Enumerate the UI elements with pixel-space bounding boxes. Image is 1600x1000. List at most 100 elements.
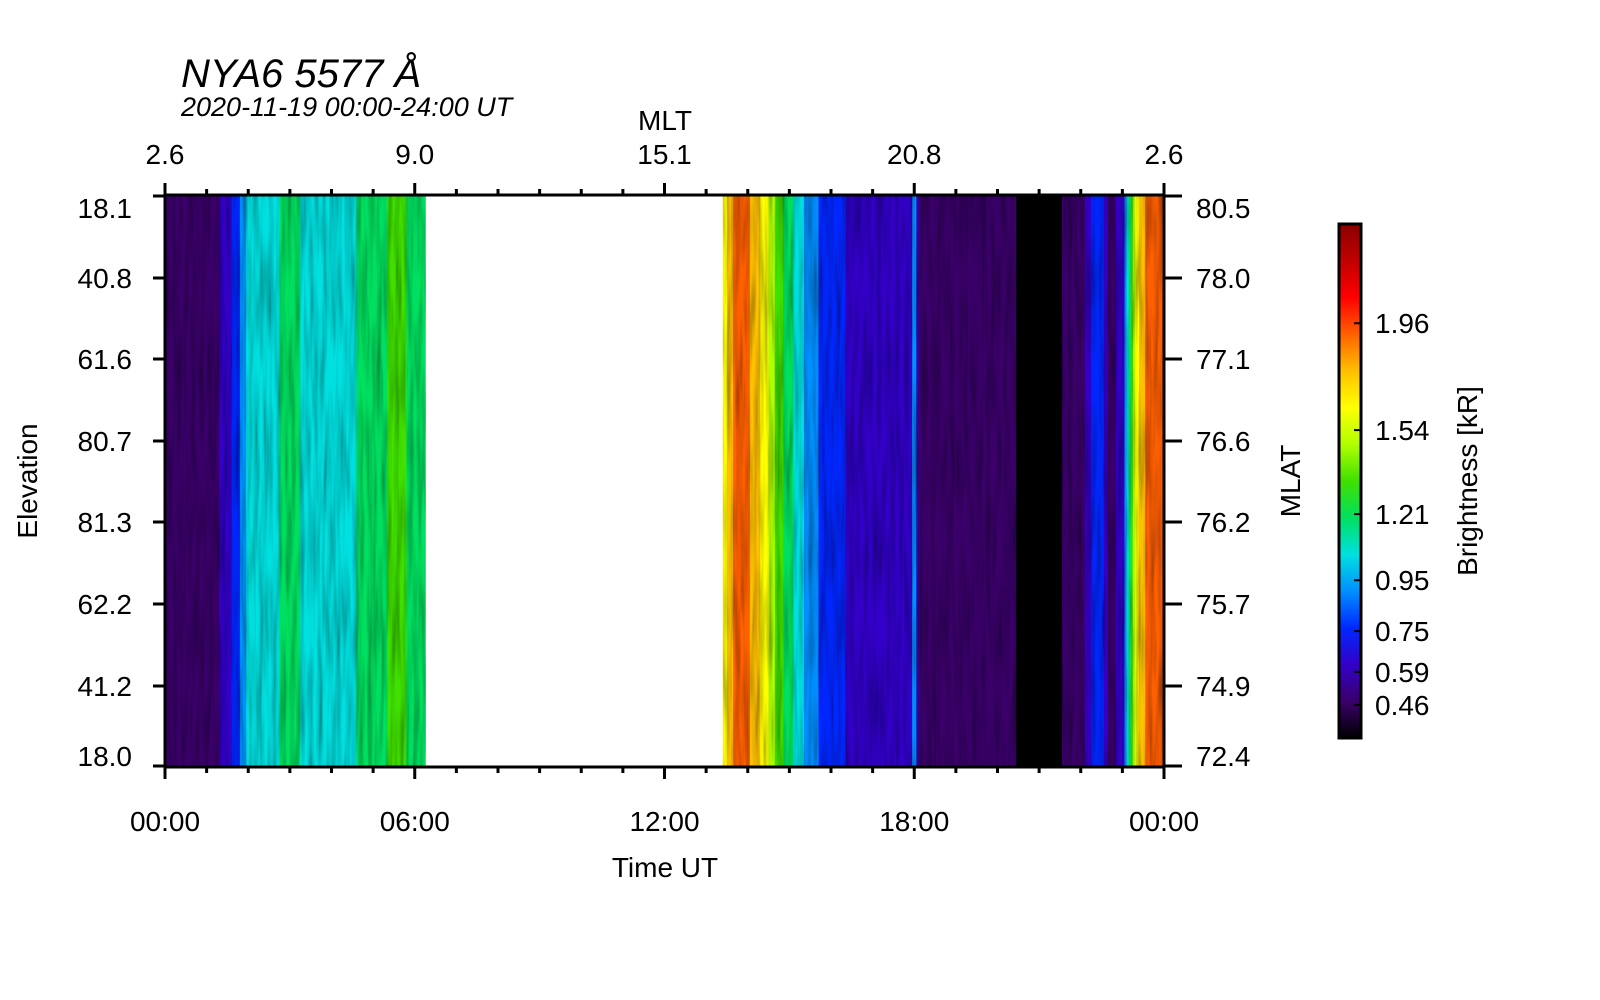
heatmap-strip — [408, 195, 412, 767]
heatmap-strip — [862, 195, 865, 767]
heatmap-strip — [1114, 195, 1117, 767]
heatmap-strip — [1155, 195, 1159, 767]
heatmap-strip — [396, 195, 399, 767]
heatmap-strip — [853, 195, 857, 767]
heatmap-strip — [995, 195, 999, 767]
heatmap-strip — [776, 195, 780, 767]
heatmap-strip — [883, 195, 886, 767]
heatmap-strip — [262, 195, 266, 767]
heatmap-strip — [1103, 195, 1107, 767]
heatmap-strip — [331, 195, 335, 767]
heatmap-strip — [198, 195, 201, 767]
heatmap-strip — [874, 195, 878, 767]
heatmap-strip — [1028, 195, 1032, 767]
heatmap-strip — [187, 195, 191, 767]
colorbar-tick-label: 0.75 — [1375, 616, 1430, 647]
heatmap-strip — [845, 195, 849, 767]
heatmap-strip — [1089, 195, 1092, 767]
top-axis-label: MLT — [638, 105, 692, 136]
heatmap-strip — [1043, 195, 1046, 767]
heatmap-strip — [743, 195, 747, 767]
heatmap-strip — [1139, 195, 1142, 767]
heatmap-strip — [1005, 195, 1009, 767]
heatmap-strip — [260, 195, 264, 767]
heatmap-strip — [237, 195, 241, 767]
heatmap-strip — [932, 195, 936, 767]
heatmap-strip — [175, 195, 179, 767]
heatmap-strip — [335, 195, 339, 767]
heatmap-strip — [789, 195, 793, 767]
heatmap-strip — [358, 195, 362, 767]
heatmap-strip — [296, 195, 299, 767]
heatmap-strip — [1068, 195, 1071, 767]
heatmap-strip — [1105, 195, 1109, 767]
heatmap-strip — [200, 195, 204, 767]
heatmap-strip — [308, 195, 312, 767]
heatmap-strip — [914, 195, 917, 767]
heatmap-strip — [325, 195, 328, 767]
chart-subtitle: 2020-11-19 00:00-24:00 UT — [180, 92, 515, 122]
heatmap-strip — [739, 195, 743, 767]
heatmap-strip — [1057, 195, 1061, 767]
heatmap-strip — [412, 195, 416, 767]
heatmap-strip — [810, 195, 813, 767]
heatmap-strip — [855, 195, 859, 767]
y-tick-label-left: 81.3 — [78, 507, 133, 538]
heatmap-strip — [724, 195, 728, 767]
heatmap-strip — [760, 195, 763, 767]
heatmap-strip — [824, 195, 828, 767]
heatmap-strip — [1037, 195, 1040, 767]
y-tick-label-left: 40.8 — [78, 263, 133, 294]
heatmap-strip — [1074, 195, 1078, 767]
heatmap-strip — [250, 195, 254, 767]
heatmap-strip — [974, 195, 978, 767]
heatmap-strip — [1022, 195, 1026, 767]
heatmap-strip — [229, 195, 233, 767]
heatmap-strip — [1101, 195, 1105, 767]
y-tick-label-right: 75.7 — [1196, 589, 1251, 620]
heatmap-strip — [235, 195, 239, 767]
heatmap-strip — [264, 195, 268, 767]
heatmap-strip — [764, 195, 768, 767]
heatmap-strip — [217, 195, 220, 767]
heatmap-strip — [778, 195, 782, 767]
heatmap-strip — [256, 195, 260, 767]
top-tick-label: 15.1 — [637, 139, 692, 170]
heatmap-strip — [726, 195, 730, 767]
heatmap-strip — [968, 195, 972, 767]
heatmap-strip — [350, 195, 353, 767]
heatmap-strip — [1003, 195, 1007, 767]
heatmap-strip — [192, 195, 195, 767]
x-tick-label: 00:00 — [1129, 806, 1199, 837]
heatmap-strip — [375, 195, 378, 767]
heatmap-strip — [945, 195, 949, 767]
heatmap-strip — [1128, 195, 1132, 767]
heatmap-strip — [733, 195, 736, 767]
heatmap-strip — [239, 195, 243, 767]
heatmap-strip — [225, 195, 229, 767]
heatmap-strip — [177, 195, 181, 767]
heatmap-strip — [171, 195, 174, 767]
heatmap-strip — [889, 195, 892, 767]
heatmap-strip — [960, 195, 963, 767]
heatmap-strip — [787, 195, 790, 767]
heatmap-strip — [204, 195, 208, 767]
heatmap-strip — [316, 195, 320, 767]
heatmap-strip — [791, 195, 795, 767]
heatmap-strip — [373, 195, 376, 767]
heatmap-strip — [930, 195, 934, 767]
top-tick-label: 2.6 — [1145, 139, 1184, 170]
heatmap-strip — [762, 195, 765, 767]
heatmap-strip — [820, 195, 824, 767]
heatmap-strip — [354, 195, 358, 767]
heatmap-strip — [880, 195, 884, 767]
heatmap-strip — [289, 195, 293, 767]
heatmap-strip — [747, 195, 751, 767]
heatmap-strip — [383, 195, 387, 767]
heatmap-strip — [783, 195, 786, 767]
heatmap-strip — [833, 195, 836, 767]
heatmap-strip — [275, 195, 278, 767]
heatmap-strip — [337, 195, 341, 767]
heatmap-strip — [1045, 195, 1049, 767]
heatmap-strip — [294, 195, 297, 767]
